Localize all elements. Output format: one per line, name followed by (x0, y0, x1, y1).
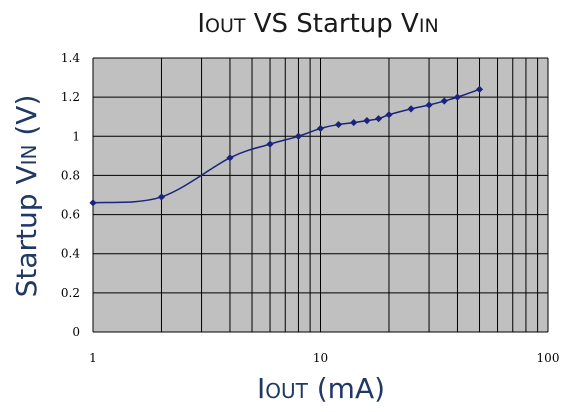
y-tick-label: 0.2 (61, 286, 80, 300)
data-point (407, 105, 415, 113)
data-point (363, 117, 371, 125)
y-tick-label: 1.4 (61, 51, 80, 65)
y-tick-label: 0.8 (61, 168, 80, 182)
data-point (385, 111, 393, 119)
y-tick-label: 0 (72, 325, 80, 339)
x-tick-label: 1 (89, 351, 97, 365)
y-tick-label: 1 (72, 129, 80, 143)
y-tick-label: 0.4 (61, 247, 80, 261)
y-tick-labels: 0 0.2 0.4 0.6 0.8 1 1.2 1.4 (61, 51, 80, 339)
data-point (350, 118, 358, 127)
data-point (475, 85, 484, 93)
x-axis-label: IOUT (mA) (257, 372, 385, 405)
y-tick-label: 0.6 (61, 208, 80, 222)
x-tick-label: 10 (313, 351, 328, 365)
x-tick-labels: 1 10 100 (89, 351, 559, 365)
data-point (440, 97, 448, 105)
series-line (92, 88, 480, 204)
x-tick-label: 100 (537, 351, 560, 365)
data-point (266, 140, 274, 148)
series-markers (89, 85, 484, 207)
data-point (316, 124, 325, 133)
data-point (294, 132, 303, 140)
data-point (89, 199, 97, 207)
data-point (453, 93, 462, 101)
y-tick-label: 1.2 (61, 90, 80, 104)
data-point (157, 193, 166, 201)
chart-title: IOUT VS Startup VIN (197, 9, 438, 39)
data-point (226, 154, 234, 162)
data-point (425, 101, 433, 109)
data-point (374, 115, 383, 123)
y-axis-label: Startup VIN (V) (10, 95, 43, 298)
data-point (334, 120, 343, 129)
